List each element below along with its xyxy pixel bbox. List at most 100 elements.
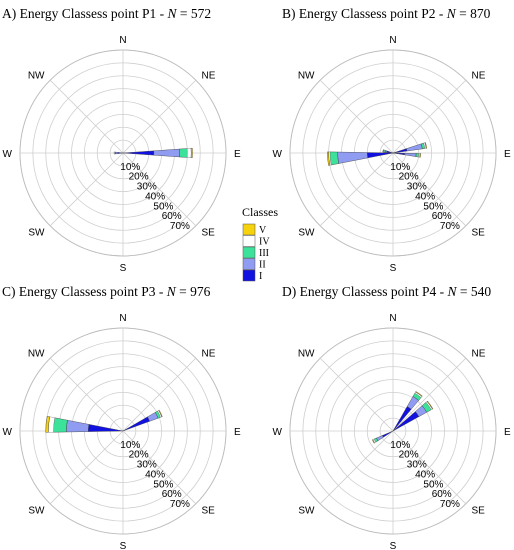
panel-title: C) Energy Classess point P3 - N = 976 [2, 284, 211, 299]
legend-label-iv: IV [259, 237, 270, 248]
grid-spoke [49, 430, 124, 505]
radial-tick-label: 60% [162, 489, 182, 500]
radial-tick-label: 50% [423, 201, 443, 212]
legend-title: Classes [242, 205, 278, 219]
rose-bar-class-ii [337, 151, 368, 164]
legend-label-ii: II [259, 260, 266, 271]
direction-label-w: W [3, 149, 13, 160]
rose-bar-class-iv [113, 151, 115, 155]
rose-panel-p1: A) Energy Classess point P1 - N = 572 N NE… [2, 6, 241, 274]
direction-label-w: W [273, 427, 283, 438]
direction-label-nw: NW [298, 71, 315, 82]
rose-bar-class-iv [187, 148, 192, 158]
radial-tick-label: 20% [129, 172, 149, 183]
rose-bar-class-v [426, 400, 434, 410]
rose-bar-class-iii [329, 151, 339, 166]
direction-label-ne: NE [472, 349, 486, 360]
panel-title: A) Energy Classess point P1 - N = 572 [2, 6, 211, 21]
radial-tick-label: 60% [432, 211, 452, 222]
direction-label-nw: NW [28, 349, 45, 360]
rose-bar-class-v [419, 153, 421, 158]
panel-title: B) Energy Classess point P2 - N = 870 [282, 6, 491, 21]
grid-spoke [122, 152, 197, 227]
rose-panel-p3: C) Energy Classess point P3 - N = 976 N NE… [2, 284, 241, 550]
radial-tick-label: 60% [432, 489, 452, 500]
radial-tick-label: 30% [137, 182, 157, 193]
panel-title: D) Energy Classess point P4 - N = 540 [282, 284, 491, 299]
grid-spoke [319, 430, 394, 505]
direction-label-n: N [119, 35, 126, 46]
direction-label-se: SE [472, 506, 486, 517]
direction-label-w: W [273, 149, 283, 160]
rose-bar-class-v [327, 151, 331, 166]
rose-bar-class-iii [179, 148, 188, 158]
rose-bar-class-ii [406, 143, 423, 152]
legend-swatch-iii [242, 246, 256, 259]
direction-label-ne: NE [202, 349, 216, 360]
radial-tick-label: 40% [415, 470, 435, 481]
grid-spoke [319, 152, 394, 227]
legend-label-iii: III [259, 248, 269, 259]
radial-tick-label: 30% [407, 182, 427, 193]
direction-label-n: N [389, 313, 396, 324]
rose-panel-p2: B) Energy Classess point P2 - N = 870 N NE… [273, 6, 511, 274]
rose-bar-class-v [190, 147, 193, 159]
legend-label-v: V [259, 225, 267, 236]
direction-label-ne: NE [472, 71, 486, 82]
radial-tick-label: 30% [137, 460, 157, 471]
radial-tick-label: 70% [170, 499, 190, 510]
radial-tick-label: 40% [145, 470, 165, 481]
radial-tick-label: 70% [440, 499, 460, 510]
radial-tick-label: 40% [415, 192, 435, 203]
radial-tick-label: 50% [153, 201, 173, 212]
rose-bar-class-v [424, 142, 428, 149]
radial-tick-label: 30% [407, 460, 427, 471]
direction-label-e: E [234, 149, 241, 160]
direction-label-e: E [504, 427, 511, 438]
direction-label-e: E [234, 427, 241, 438]
legend-label-i: I [259, 271, 262, 282]
radial-tick-label: 20% [399, 172, 419, 183]
radial-tick-label: 10% [120, 440, 140, 451]
rose-bar-class-i [122, 150, 155, 156]
radial-tick-label: 20% [399, 450, 419, 461]
grid-spoke [392, 79, 467, 154]
radial-tick-label: 50% [423, 479, 443, 490]
direction-label-sw: SW [298, 506, 315, 517]
rose-bar-class-ii [115, 151, 119, 155]
grid-spoke [122, 79, 197, 154]
grid-spoke [49, 357, 124, 432]
rose-bar-class-v [158, 409, 163, 418]
direction-label-e: E [504, 149, 511, 160]
grid-spoke [392, 357, 467, 432]
direction-label-sw: SW [28, 228, 45, 239]
grid-spoke [49, 152, 124, 227]
legend-swatch-iv [242, 235, 256, 247]
direction-label-se: SE [202, 506, 216, 517]
grid-spoke [319, 79, 394, 154]
radial-tick-label: 60% [162, 211, 182, 222]
direction-label-sw: SW [298, 228, 315, 239]
radial-tick-label: 50% [153, 479, 173, 490]
grid-spoke [49, 79, 124, 154]
direction-label-nw: NW [28, 71, 45, 82]
direction-label-nw: NW [298, 349, 315, 360]
rose-bar-class-v [371, 439, 375, 444]
rose-bar-class-v [415, 391, 423, 397]
legend-swatch-i [242, 269, 256, 282]
direction-label-se: SE [472, 228, 486, 239]
direction-label-n: N [389, 35, 396, 46]
grid-spoke [392, 430, 467, 505]
grid-spoke [392, 152, 467, 227]
radial-tick-label: 70% [440, 221, 460, 232]
grid-spoke [122, 430, 197, 505]
radial-tick-label: 20% [129, 450, 149, 461]
legend-swatch-v [242, 223, 256, 236]
direction-label-s: S [120, 541, 127, 550]
direction-label-n: N [119, 313, 126, 324]
grid-spoke [319, 357, 394, 432]
direction-label-s: S [120, 263, 127, 274]
radial-tick-label: 10% [390, 440, 410, 451]
